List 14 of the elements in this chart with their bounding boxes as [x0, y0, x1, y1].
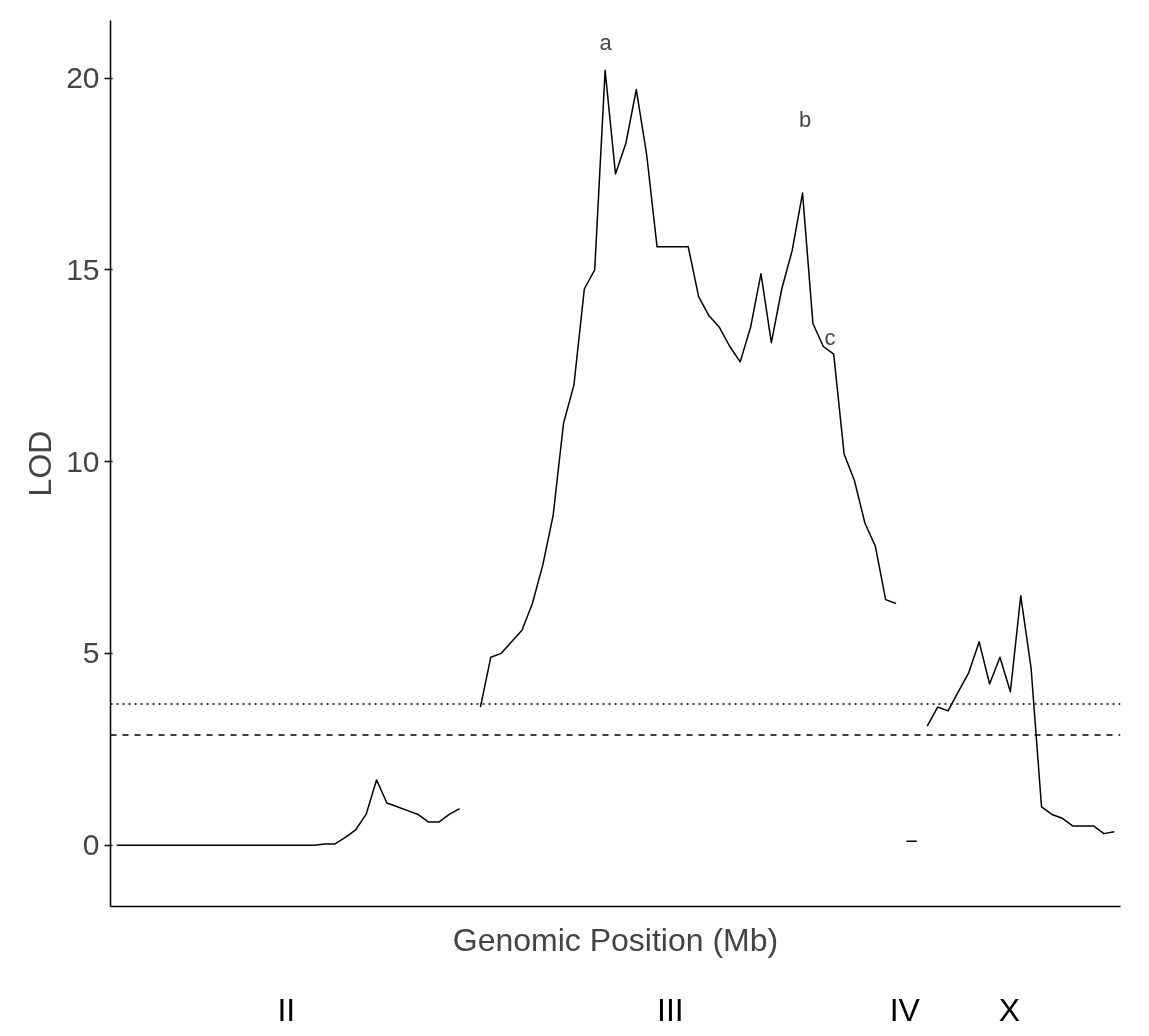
text: III [657, 991, 684, 1028]
y-axis-title: LOD [22, 430, 59, 497]
annotation: c [824, 325, 836, 351]
y-tick-label: 10 [66, 444, 100, 478]
y-tick-label: 20 [66, 61, 100, 95]
text: X [998, 991, 1021, 1028]
x-axis-title: Genomic Position (Mb) [452, 921, 779, 958]
text: IV [889, 991, 921, 1028]
y-tick-label: 5 [82, 636, 100, 670]
annotation: a [599, 30, 613, 56]
annotation: b [798, 106, 812, 132]
y-tick-label: 0 [82, 828, 100, 862]
text: II [277, 991, 296, 1028]
y-tick-label: 15 [66, 252, 100, 286]
